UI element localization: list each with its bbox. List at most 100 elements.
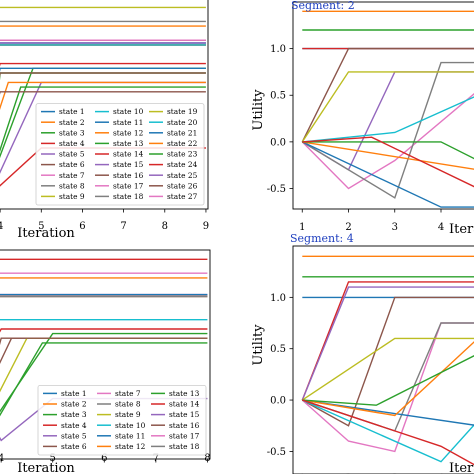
x-tick-label: 6	[101, 453, 107, 464]
legend-label: state 1	[59, 107, 85, 116]
y-tick-label: 0.0	[270, 137, 286, 148]
y-tick-label: 0.5	[270, 91, 286, 102]
legend-label: state 16	[113, 171, 144, 180]
legend-box	[37, 384, 207, 456]
legend-label: state 18	[169, 442, 200, 451]
x-tick-label: 2	[345, 222, 351, 233]
panel-title: Segment: 4	[290, 232, 354, 245]
legend-label: state 22	[167, 139, 197, 148]
x-tick-label: 5	[50, 453, 56, 464]
legend-label: state 11	[115, 431, 145, 440]
axes-frame	[0, 249, 211, 460]
legend-label: state 6	[59, 160, 85, 169]
legend-label: state 3	[59, 128, 85, 137]
legend-label: state 8	[115, 400, 141, 409]
series-group	[301, 255, 474, 466]
y-axis-label: Utility	[251, 89, 266, 131]
y-tick-label: 0.0	[270, 396, 286, 407]
series-line-s6	[301, 47, 474, 143]
legend-label: state 25	[167, 171, 198, 180]
legend-label: state 20	[167, 118, 198, 127]
legend-label: state 17	[113, 181, 144, 190]
legend-label: state 4	[59, 139, 85, 148]
x-tick-label: 1	[299, 222, 305, 233]
x-axis-label: Iteration	[17, 461, 75, 474]
legend-label: state 15	[169, 410, 200, 419]
series-line-state-16	[0, 337, 208, 346]
legend-label: state 12	[113, 128, 143, 137]
legend-label: state 3	[61, 410, 87, 419]
y-tick-label: -0.5	[267, 184, 286, 195]
series-line-s10	[302, 96, 474, 143]
series-line-s8	[301, 61, 474, 199]
series-line-s13	[302, 141, 474, 160]
series-line-s9	[301, 71, 474, 143]
legend-label: state 19	[167, 107, 198, 116]
legend-label: state 6	[61, 442, 87, 451]
axes-frame	[0, 0, 209, 210]
legend-label: state 13	[169, 389, 200, 398]
legend-label: state 9	[115, 410, 141, 419]
series-line-s12	[302, 141, 474, 170]
panel-title: Segment: 2	[291, 0, 355, 12]
legend-label: state 10	[113, 107, 144, 116]
x-tick-label: 5	[38, 221, 44, 232]
series-line-state-23	[0, 86, 206, 153]
series-line-s5	[301, 286, 474, 401]
x-tick-label: 4	[438, 222, 444, 233]
x-axis-label: Itera	[449, 461, 474, 474]
legend-label: state 17	[169, 431, 200, 440]
legend-label: state 2	[59, 118, 85, 127]
legend-label: state 13	[113, 139, 144, 148]
x-axis-label: Itera	[449, 222, 474, 237]
legend-label: state 18	[113, 192, 144, 201]
legend-label: state 27	[167, 192, 198, 201]
legend-label: state 9	[59, 192, 85, 201]
legend-label: state 26	[167, 181, 198, 190]
series-line-s10	[302, 399, 474, 463]
legend-label: state 11	[113, 118, 143, 127]
legend-label: state 14	[113, 150, 144, 159]
y-axis-label: Utility	[251, 324, 266, 366]
series-line-s11	[302, 141, 474, 208]
series-line-state-26	[0, 91, 206, 95]
legend-label: state 4	[61, 421, 87, 430]
x-tick-label: 4	[0, 453, 4, 464]
x-tick-label: 8	[162, 221, 168, 232]
legend-label: state 15	[113, 160, 144, 169]
axes-frame	[292, 1, 474, 210]
series-line-s6	[301, 296, 474, 427]
series-line-state-4	[0, 328, 208, 333]
legend-label: state 16	[169, 421, 200, 430]
legend-label: state 12	[115, 442, 145, 451]
panel-top-right: 1 2 3 4 Itera -0.5 0.0 0.5 1.0 Utility Segment: 2	[251, 0, 474, 237]
x-axis-label: Iteration	[17, 226, 75, 241]
legend-label: state 2	[61, 400, 87, 409]
legend-label: state 21	[167, 128, 197, 137]
series-line-s14	[302, 136, 474, 188]
x-tick-label: 3	[392, 222, 398, 233]
series-line-state-22	[0, 81, 206, 110]
axes-frame	[292, 245, 474, 474]
y-tick-label: 0.5	[270, 344, 286, 355]
series-line-s9	[301, 337, 474, 401]
legend-label: state 5	[61, 431, 87, 440]
series-line-s12	[302, 341, 474, 417]
x-tick-label: 7	[120, 221, 126, 232]
series-line-state-13	[0, 342, 208, 417]
legend-label: state 24	[167, 160, 198, 169]
legend-label: state 1	[61, 389, 87, 398]
x-tick-label: 8	[204, 453, 210, 464]
series-line-state-21	[0, 67, 206, 73]
legend-label: state 8	[59, 181, 85, 190]
series-line-state-16	[0, 72, 206, 78]
legend-label: state 7	[115, 389, 141, 398]
legend-label: state 10	[115, 421, 146, 430]
y-tick-label: 1.0	[270, 44, 286, 55]
